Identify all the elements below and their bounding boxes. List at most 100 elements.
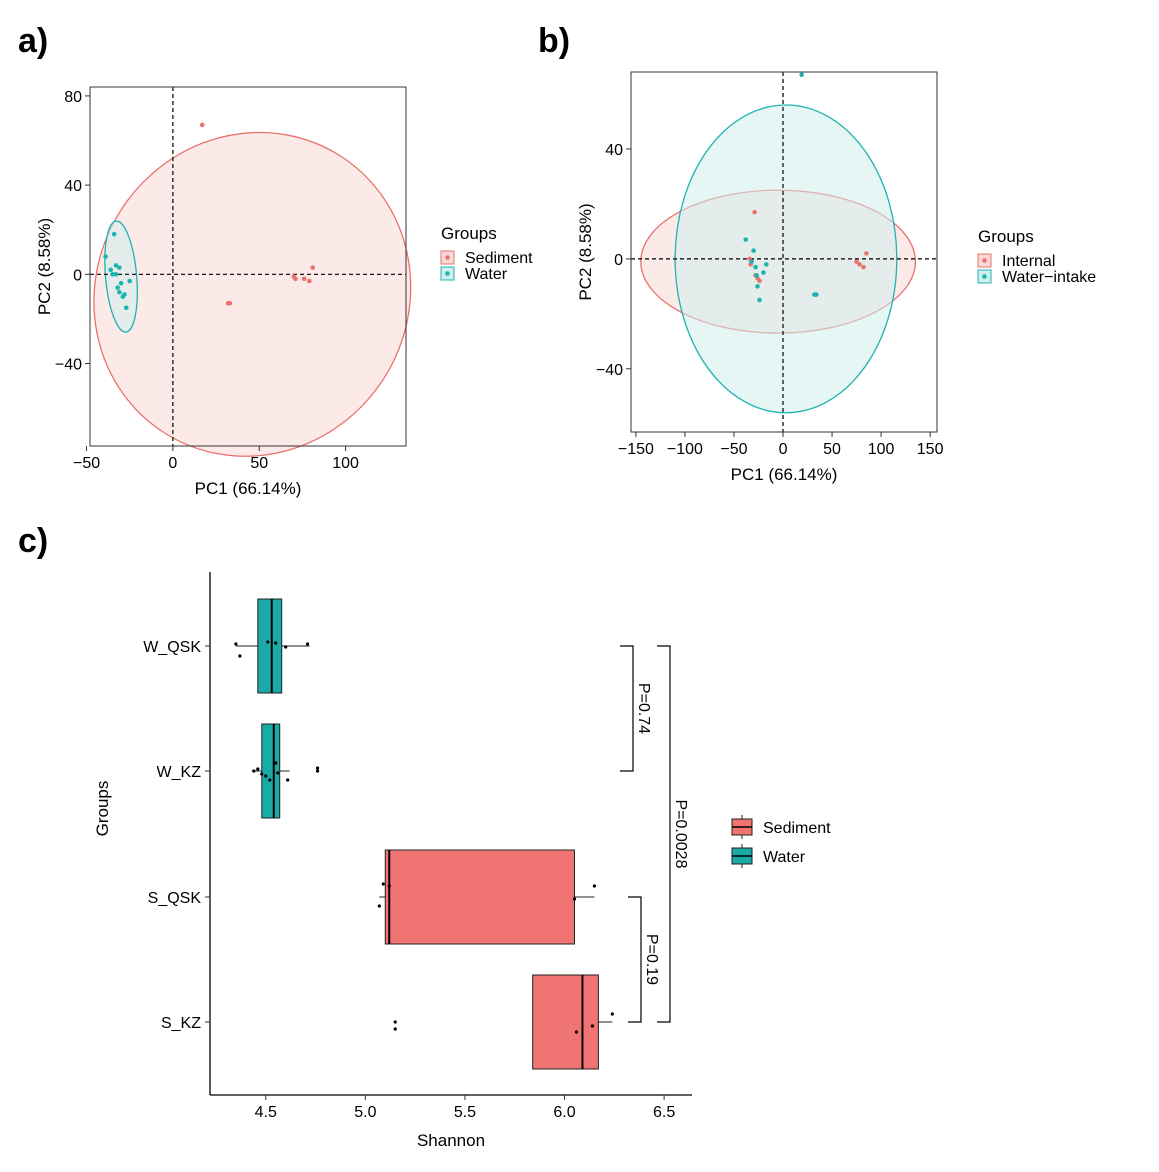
data-point <box>276 771 280 775</box>
p-value-label: P=0.19 <box>643 934 660 985</box>
legend-key-dot <box>445 271 450 276</box>
data-point <box>799 72 804 78</box>
x-tick-label: 50 <box>823 441 841 458</box>
reference-lines <box>631 72 937 432</box>
data-point <box>199 122 205 128</box>
ellipse-water <box>104 220 138 333</box>
x-axis-title: Shannon <box>417 1131 485 1150</box>
y-tick-label: S_KZ <box>161 1015 201 1032</box>
x-tick-label: 0 <box>168 455 177 472</box>
y-axis-title: PC2 (8.58%) <box>35 218 54 315</box>
data-point <box>234 642 238 646</box>
data-point <box>238 654 242 658</box>
y-tick-label: W_KZ <box>157 764 202 781</box>
data-point <box>252 769 256 773</box>
data-point <box>757 297 762 303</box>
data-point <box>743 237 749 242</box>
x-axis-ticks: −150 −100 −50 0 50 100 150 <box>618 432 944 458</box>
ellipse-layer <box>640 104 917 414</box>
data-point <box>260 772 264 776</box>
bracket <box>657 645 671 1023</box>
legend-label: Water <box>763 849 806 866</box>
data-point <box>572 897 577 901</box>
legend-key-dot <box>982 258 987 263</box>
data-point <box>761 270 766 275</box>
reference-lines <box>90 87 406 446</box>
legend-title: Groups <box>441 224 497 243</box>
data-point <box>387 884 391 888</box>
data-point <box>293 276 298 282</box>
y-tick-label: −40 <box>55 356 82 373</box>
data-point <box>266 640 270 644</box>
box-s-qsk <box>384 849 575 945</box>
data-point <box>749 259 754 264</box>
y-axis-ticks: −40 0 40 <box>596 142 631 379</box>
x-axis-ticks: −50 0 50 100 <box>73 446 359 472</box>
panel-c-label: c) <box>18 522 48 560</box>
x-tick-label: 50 <box>250 455 268 472</box>
box-w-qsk <box>257 598 283 694</box>
data-point <box>393 1027 397 1031</box>
box-s-kz <box>532 974 599 1070</box>
data-point <box>274 761 278 765</box>
data-point <box>227 300 233 306</box>
legend-label: Sediment <box>763 820 831 837</box>
data-point <box>110 272 115 277</box>
x-tick-label: 4.5 <box>255 1104 277 1121</box>
data-point <box>122 292 127 297</box>
data-point <box>118 280 124 286</box>
x-tick-label: −150 <box>618 441 654 458</box>
data-point <box>757 278 762 284</box>
y-tick-label: W_QSK <box>143 639 201 656</box>
data-point <box>111 231 117 237</box>
data-point <box>301 276 307 282</box>
data-point <box>574 1030 579 1034</box>
x-tick-label: 6.5 <box>653 1104 675 1121</box>
y-tick-label: 80 <box>64 89 82 106</box>
data-point <box>117 265 122 270</box>
legend-label: Water <box>465 266 508 283</box>
y-tick-label: 0 <box>614 252 623 269</box>
x-tick-label: 100 <box>332 455 359 472</box>
data-point <box>113 272 119 277</box>
data-point <box>268 778 272 782</box>
legend-label: Water−intake <box>1002 269 1096 286</box>
legend-label: Internal <box>1002 253 1055 270</box>
y-tick-label: −40 <box>596 362 623 379</box>
panel-a-label: a) <box>18 22 48 60</box>
y-axis-title: PC2 (8.58%) <box>576 203 595 300</box>
shannon-boxplot: 4.5 5.0 5.5 6.0 6.5 W_QSK W_KZ S_QSK S_KZ Shann… <box>93 572 831 1150</box>
data-point <box>854 259 859 264</box>
point-layer <box>743 72 869 303</box>
data-point <box>264 774 268 778</box>
pca-plot-b: −150 −100 −50 0 50 100 150 −40 0 40 PC1 (66.14%)… <box>576 71 1096 484</box>
data-point <box>814 292 819 297</box>
x-tick-label: −100 <box>667 441 703 458</box>
data-point <box>861 264 866 270</box>
legend: Sediment Water <box>731 815 831 868</box>
box-layer <box>235 598 613 1070</box>
data-point <box>381 882 385 886</box>
data-point <box>115 285 120 290</box>
point-layer <box>234 640 614 1034</box>
data-point <box>590 1024 595 1028</box>
point-layer <box>103 122 316 311</box>
data-point <box>753 264 758 270</box>
x-tick-label: −50 <box>720 441 747 458</box>
box-w-kz <box>261 723 281 819</box>
bracket <box>620 645 634 772</box>
data-point <box>256 767 260 771</box>
data-point <box>752 209 757 215</box>
x-axis-title: PC1 (66.14%) <box>731 465 838 484</box>
data-point <box>751 248 756 253</box>
data-point <box>305 642 310 646</box>
x-axis-ticks: 4.5 5.0 5.5 6.0 6.5 <box>255 1095 675 1121</box>
data-point <box>307 278 312 284</box>
pca-plot-a: −50 0 50 100 −40 0 40 80 PC1 (66.14%) PC2 (8.5… <box>35 86 533 498</box>
y-axis-ticks: −40 0 40 80 <box>55 89 90 373</box>
data-point <box>284 645 288 649</box>
